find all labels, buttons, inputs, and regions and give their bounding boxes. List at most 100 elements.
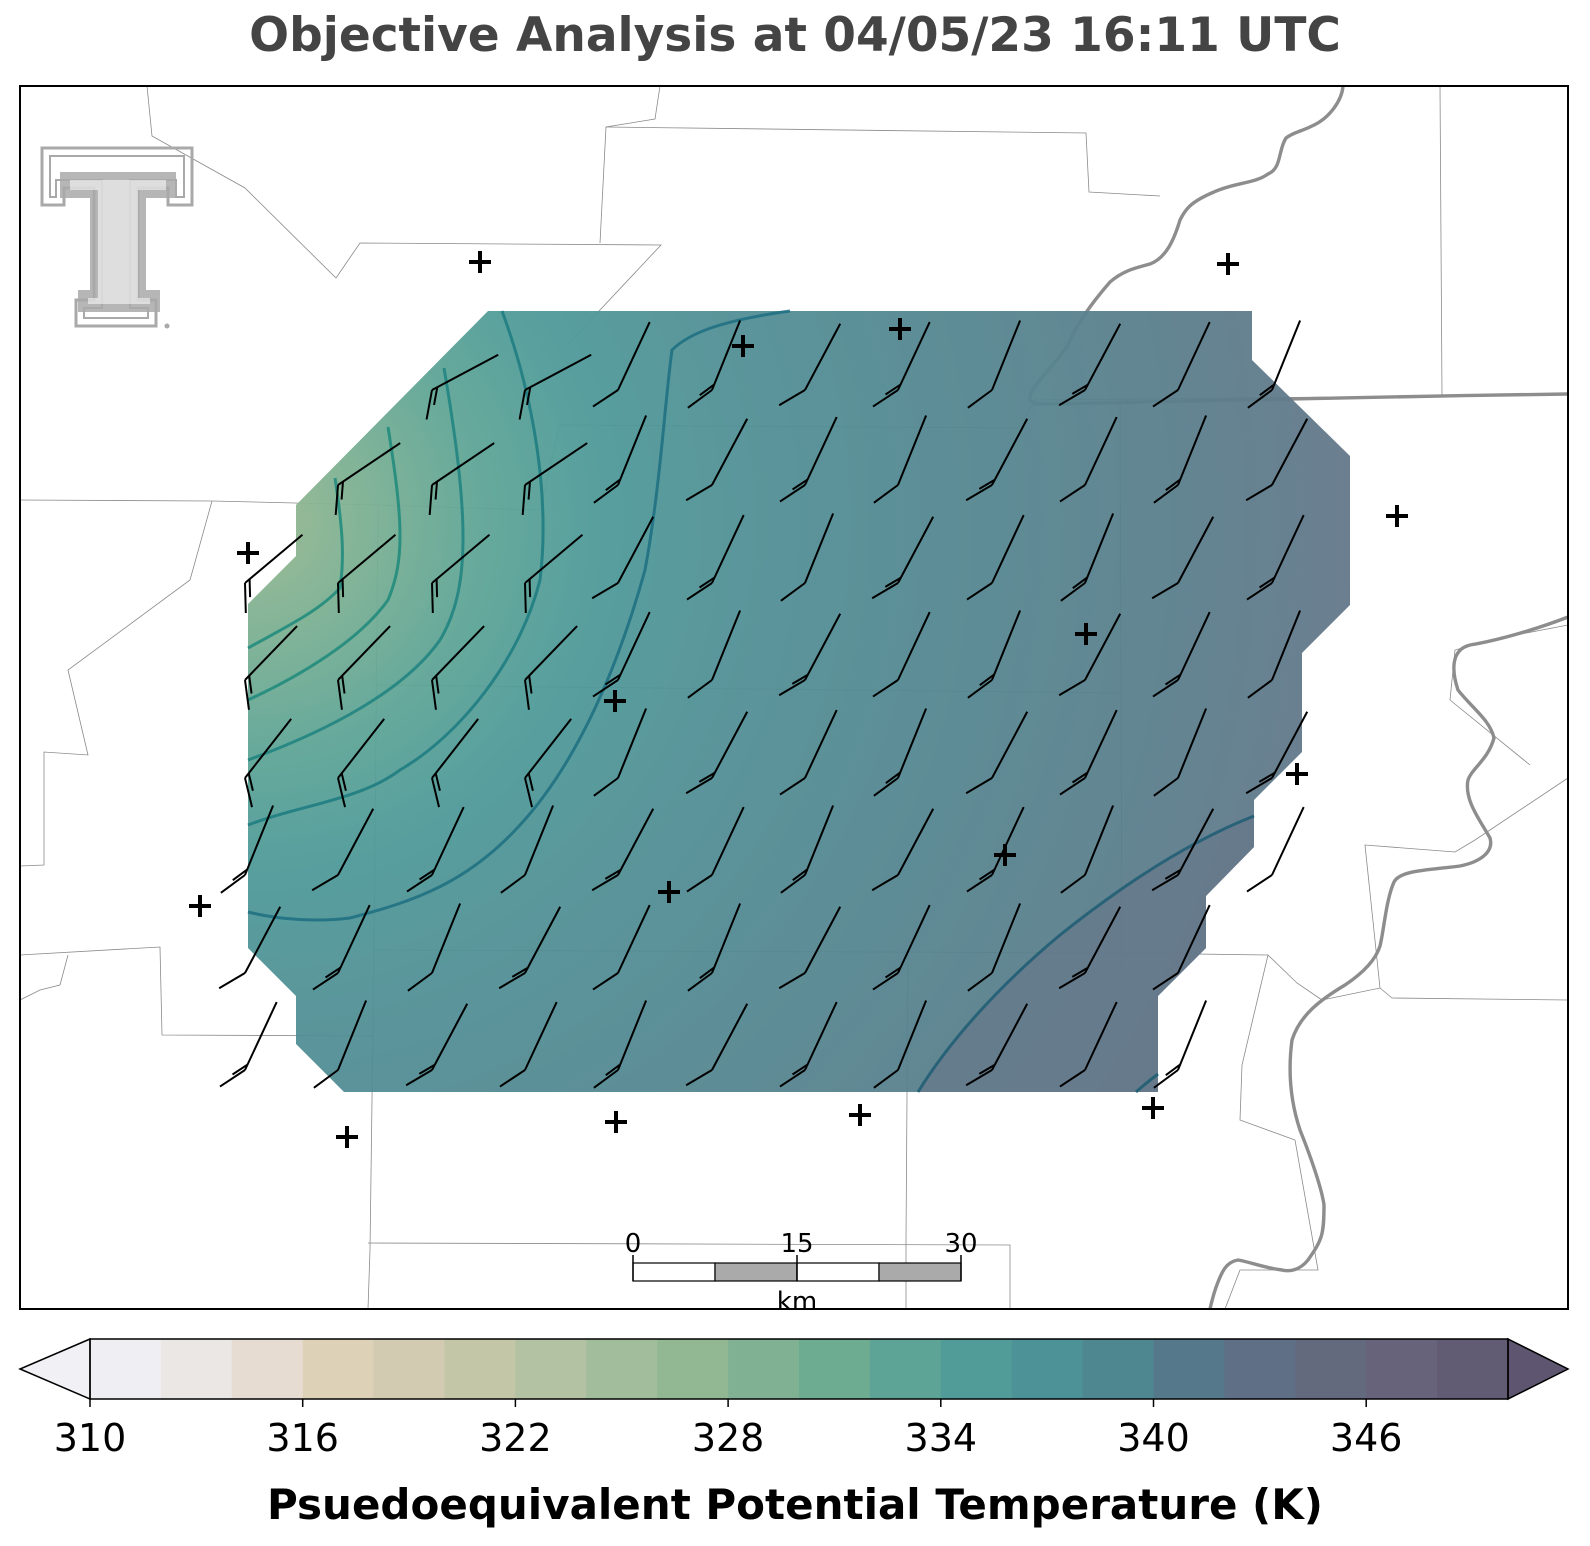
wind-barb-flag bbox=[1152, 389, 1179, 408]
wind-barb-flag bbox=[1071, 771, 1089, 784]
wind-barb-shaft bbox=[711, 1003, 749, 1071]
wind-barb-flag bbox=[521, 484, 526, 515]
wind-barb-flag bbox=[780, 874, 806, 894]
wind-barb-shaft bbox=[711, 320, 742, 391]
wind-barb-shaft bbox=[431, 353, 499, 391]
wind-barb-shaft bbox=[991, 320, 1022, 391]
wind-barb-shaft bbox=[804, 416, 838, 486]
wind-barb-shaft bbox=[524, 353, 592, 391]
colorbar-tick-label: 316 bbox=[266, 1416, 339, 1460]
wind-barb-flag bbox=[873, 1069, 899, 1089]
wind-barb-shaft bbox=[897, 516, 935, 584]
station-marker bbox=[336, 1126, 358, 1148]
wind-barb-shaft bbox=[431, 903, 462, 974]
wind-barb-flag bbox=[592, 389, 619, 408]
wind-barb-flag bbox=[779, 1069, 806, 1088]
wind-barb-flag bbox=[685, 484, 713, 502]
wind-barb-shaft bbox=[244, 1001, 278, 1071]
wind-barb-flag bbox=[685, 1069, 713, 1087]
wind-barb-shaft bbox=[431, 534, 491, 584]
wind-barb-flag bbox=[218, 972, 246, 990]
wind-barb-shaft bbox=[617, 1000, 648, 1071]
wind-barb-flag bbox=[967, 389, 993, 409]
wind-barb-flag bbox=[527, 481, 531, 500]
colorbar-over-triangle bbox=[1507, 1337, 1570, 1401]
wind-barb-shaft bbox=[804, 709, 838, 779]
wind-barb-flag bbox=[687, 972, 713, 992]
theta-e-contours bbox=[247, 309, 1255, 1094]
wind-barb-flag bbox=[232, 868, 248, 881]
wind-barb-shaft bbox=[244, 805, 275, 876]
wind-barb-shaft bbox=[244, 534, 304, 584]
wind-barb-flag bbox=[337, 777, 347, 808]
wind-barb-shaft bbox=[431, 718, 479, 779]
wind-barb-flag bbox=[1060, 874, 1086, 894]
wind-barb-flag bbox=[872, 972, 899, 991]
colorbar-cell bbox=[1153, 1339, 1225, 1399]
wind-barb-flag bbox=[791, 478, 809, 491]
wind-barb-flag bbox=[792, 868, 808, 881]
colorbar-cell bbox=[657, 1339, 729, 1399]
wind-barb-flag bbox=[1060, 582, 1086, 602]
station-marker bbox=[1386, 505, 1408, 527]
wind-barb-flag bbox=[978, 478, 996, 490]
colorbar-cell bbox=[90, 1339, 162, 1399]
wind-barb-shaft bbox=[617, 611, 651, 681]
colorbar-tick-label: 310 bbox=[54, 1416, 127, 1460]
wind-barb-flag bbox=[1071, 966, 1089, 978]
wind-barb-flag bbox=[592, 679, 619, 698]
wind-barb-flag bbox=[780, 582, 806, 602]
wind-barb-flag bbox=[593, 484, 619, 504]
colorbar-cell bbox=[940, 1339, 1013, 1399]
wind-barb-shaft bbox=[1177, 611, 1211, 681]
texas-tech-double-t-logo bbox=[40, 146, 194, 329]
wind-barb-flag bbox=[699, 966, 715, 979]
colorbar-cell bbox=[799, 1339, 871, 1399]
wind-barb-flag bbox=[405, 1069, 433, 1087]
wind-barb-flag bbox=[884, 576, 902, 588]
wind-barb-flag bbox=[220, 874, 246, 894]
wind-barb-flag bbox=[1058, 389, 1086, 407]
wind-barb-flag bbox=[518, 389, 526, 420]
wind-barb-flag bbox=[593, 1069, 619, 1089]
scale-bar-tick-0: 0 bbox=[625, 1229, 642, 1259]
wind-barb-flag bbox=[791, 673, 809, 685]
wind-barb-shaft bbox=[524, 1001, 558, 1071]
colorbar-tick-label: 340 bbox=[1117, 1416, 1190, 1460]
wind-barb-flag bbox=[871, 582, 899, 600]
colorbar-cell bbox=[1082, 1339, 1155, 1399]
colorbar-tick-label: 334 bbox=[905, 1416, 978, 1460]
wind-barb-flag bbox=[1071, 383, 1089, 395]
wind-barb-shaft bbox=[804, 513, 835, 584]
wind-barb-flag bbox=[871, 874, 899, 892]
wind-barb-flag bbox=[528, 675, 533, 694]
wind-barb-flag bbox=[1059, 777, 1086, 796]
wind-barb-flag bbox=[687, 679, 713, 699]
wind-barb-shaft bbox=[524, 906, 562, 974]
station-marker bbox=[732, 335, 754, 357]
wind-barb-shaft bbox=[1177, 415, 1208, 486]
wind-barb-shaft bbox=[991, 806, 1025, 876]
wind-barb-flag bbox=[248, 675, 253, 694]
wind-barb-flag bbox=[686, 582, 713, 601]
wind-barb-flag bbox=[231, 1063, 249, 1076]
station-marker bbox=[1217, 253, 1239, 275]
wind-barb-flag bbox=[1153, 777, 1179, 797]
wind-barb-shaft bbox=[337, 904, 371, 974]
wind-barb-flag bbox=[526, 387, 532, 406]
wind-barb-flag bbox=[965, 1069, 993, 1087]
wind-barb-flag bbox=[1059, 484, 1086, 503]
wind-barb-flag bbox=[247, 773, 254, 792]
wind-barb-shaft bbox=[617, 808, 655, 876]
wind-barb-flag bbox=[885, 771, 901, 784]
wind-barb-flag bbox=[605, 1063, 621, 1076]
wind-barb-flag bbox=[966, 874, 993, 893]
wind-barb-shaft bbox=[1271, 806, 1305, 876]
wind-barb-flag bbox=[699, 383, 715, 396]
colorbar-tick-label: 346 bbox=[1330, 1416, 1403, 1460]
map-panel[interactable]: 0 15 30 km bbox=[0, 0, 1590, 1330]
wind-barb-shaft bbox=[897, 321, 931, 391]
colorbar-ticks: 310 316 322 328 334 340 346 bbox=[54, 1399, 1403, 1460]
map-frame bbox=[19, 85, 1569, 1310]
wind-barb-flag bbox=[406, 874, 433, 893]
